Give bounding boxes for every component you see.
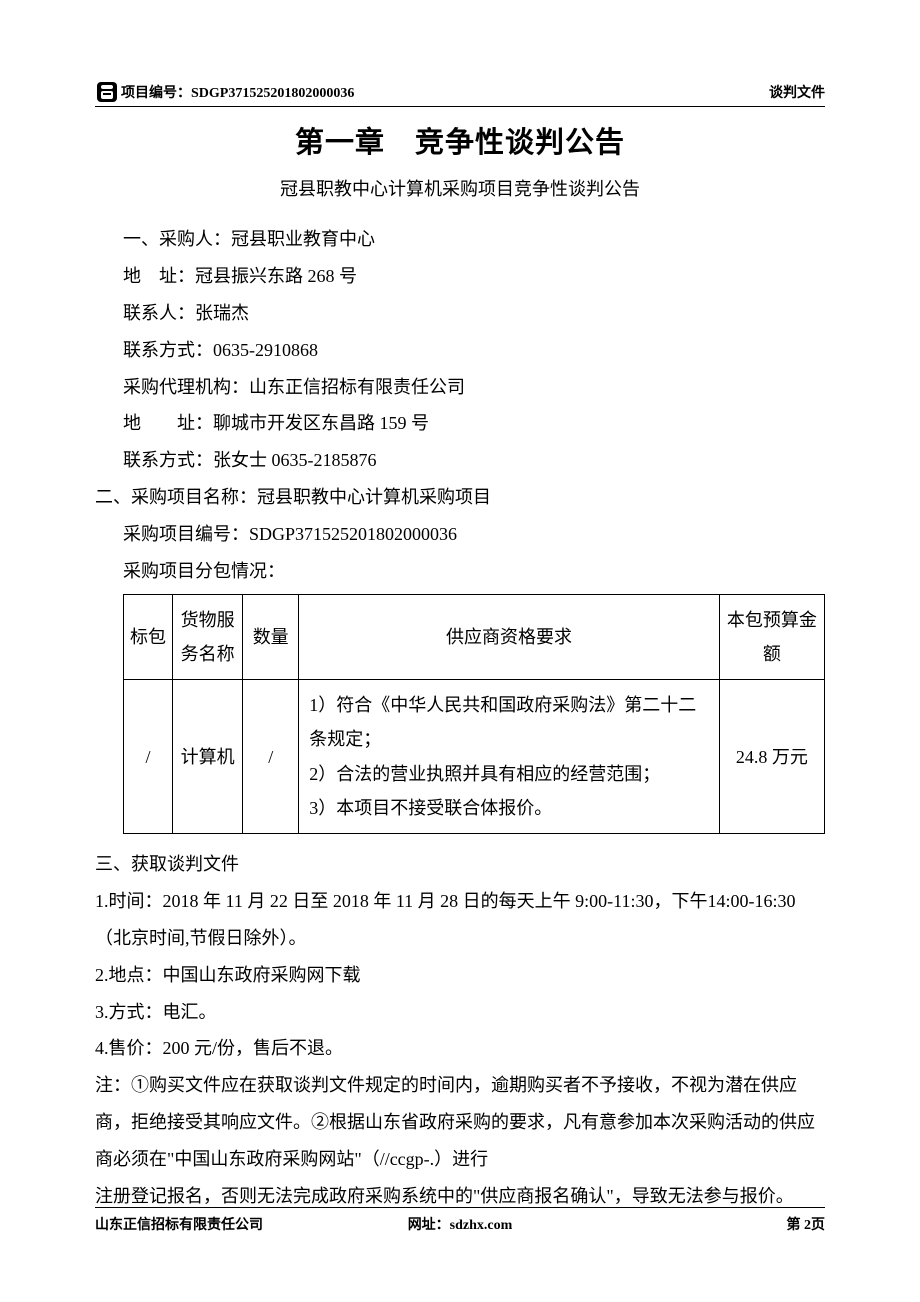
th-package: 标包 [124, 594, 173, 679]
th-supplier-req: 供应商资格要求 [299, 594, 720, 679]
footer-company: 山东正信招标有限责任公司 [95, 1214, 263, 1234]
address-line: 地 址：冠县振兴东路 268 号 [95, 258, 825, 295]
footer-website: 网址：sdzhx.com [408, 1214, 513, 1234]
agency-address-line: 地 址：聊城市开发区东昌路 159 号 [95, 405, 825, 442]
th-quantity: 数量 [243, 594, 299, 679]
section3-time: 1.时间：2018 年 11 月 22 日至 2018 年 11 月 28 日的… [95, 883, 825, 957]
td-package: / [124, 680, 173, 834]
section2-project-number: 采购项目编号：SDGP371525201802000036 [95, 516, 825, 553]
contact-line: 联系人：张瑞杰 [95, 295, 825, 332]
phone-line: 联系方式：0635-2910868 [95, 332, 825, 369]
section3-method: 3.方式：电汇。 [95, 994, 825, 1031]
agency-line: 采购代理机构：山东正信招标有限责任公司 [95, 369, 825, 406]
page-header: 项目编号：SDGP371525201802000036 谈判文件 [95, 80, 825, 107]
chapter-title: 第一章 竞争性谈判公告 [95, 119, 825, 161]
agency-phone-line: 联系方式：张女士 0635-2185876 [95, 442, 825, 479]
section3-price: 4.售价：200 元/份，售后不退。 [95, 1030, 825, 1067]
doc-type-label: 谈判文件 [769, 82, 825, 102]
th-budget: 本包预算金额 [719, 594, 824, 679]
section3-note1: 注：①购买文件应在获取谈判文件规定的时间内，逾期购买者不予接收，不视为潜在供应商… [95, 1067, 825, 1178]
purchaser-line: 一、采购人：冠县职业教育中心 [95, 221, 825, 258]
header-left: 项目编号：SDGP371525201802000036 [95, 80, 354, 104]
section2-project-name: 二、采购项目名称：冠县职教中心计算机采购项目 [95, 479, 825, 516]
section3-location: 2.地点：中国山东政府采购网下载 [95, 957, 825, 994]
section3-heading: 三、获取谈判文件 [95, 846, 825, 883]
document-content: 一、采购人：冠县职业教育中心 地 址：冠县振兴东路 268 号 联系人：张瑞杰 … [95, 221, 825, 1215]
footer-page-number: 第 2页 [787, 1214, 826, 1234]
document-subtitle: 冠县职教中心计算机采购项目竞争性谈判公告 [95, 175, 825, 201]
project-number-label: 项目编号：SDGP371525201802000036 [121, 82, 354, 102]
td-supplier-req: 1）符合《中华人民共和国政府采购法》第二十二条规定； 2）合法的营业执照并具有相… [299, 680, 720, 834]
table-row: / 计算机 / 1）符合《中华人民共和国政府采购法》第二十二条规定； 2）合法的… [124, 680, 825, 834]
page-footer: 山东正信招标有限责任公司 网址：sdzhx.com 第 2页 [95, 1207, 825, 1234]
td-budget: 24.8 万元 [719, 680, 824, 834]
package-table: 标包 货物服务名称 数量 供应商资格要求 本包预算金额 / 计算机 / 1）符合… [123, 594, 825, 834]
table-header-row: 标包 货物服务名称 数量 供应商资格要求 本包预算金额 [124, 594, 825, 679]
td-goods-name: 计算机 [173, 680, 243, 834]
td-quantity: / [243, 680, 299, 834]
section2-package-info: 采购项目分包情况： [95, 553, 825, 590]
th-goods-name: 货物服务名称 [173, 594, 243, 679]
document-logo-icon [95, 80, 119, 104]
